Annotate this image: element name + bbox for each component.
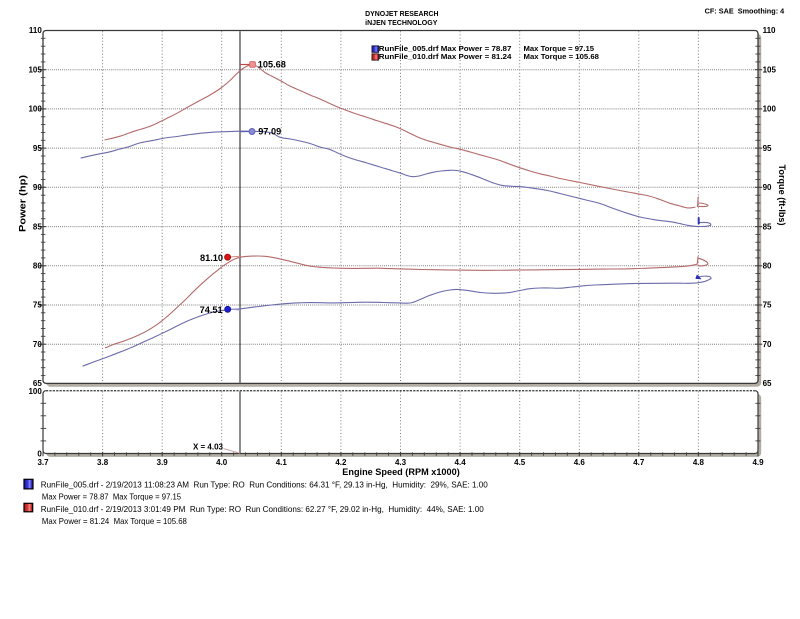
- svg-text:105: 105: [28, 65, 42, 74]
- svg-text:4.8: 4.8: [693, 458, 705, 467]
- svg-text:90: 90: [763, 183, 772, 192]
- svg-text:RunFile_010.drf - 2/19/2013 3:: RunFile_010.drf - 2/19/2013 3:01:49 PM R…: [41, 505, 484, 514]
- svg-text:CF: SAE Smoothing: 4: CF: SAE Smoothing: 4: [705, 7, 785, 16]
- svg-text:RunFile_005.drf Max Power = 78: RunFile_005.drf Max Power = 78.87: [379, 44, 512, 53]
- svg-text:Engine Speed (RPM x1000): Engine Speed (RPM x1000): [342, 467, 460, 477]
- svg-text:65: 65: [33, 379, 42, 388]
- svg-text:70: 70: [33, 340, 42, 349]
- svg-text:4.3: 4.3: [395, 458, 407, 467]
- svg-text:4.4: 4.4: [455, 458, 467, 467]
- svg-text:85: 85: [763, 222, 772, 231]
- svg-text:95: 95: [33, 144, 42, 153]
- svg-text:Max Torque = 105.68: Max Torque = 105.68: [524, 52, 600, 61]
- svg-text:70: 70: [763, 340, 772, 349]
- svg-text:RunFile_005.drf - 2/19/2013 11: RunFile_005.drf - 2/19/2013 11:08:23 AM …: [41, 481, 488, 490]
- svg-text:110: 110: [29, 26, 42, 35]
- svg-text:74.51: 74.51: [200, 305, 223, 315]
- svg-text:105.68: 105.68: [258, 59, 286, 69]
- svg-text:Max Torque = 97.15: Max Torque = 97.15: [524, 44, 595, 53]
- svg-text:80: 80: [763, 262, 772, 271]
- svg-text:4.1: 4.1: [276, 458, 288, 467]
- svg-text:4.5: 4.5: [514, 458, 526, 467]
- svg-text:100: 100: [28, 387, 42, 396]
- svg-text:100: 100: [763, 105, 777, 114]
- svg-text:Torque (ft-lbs): Torque (ft-lbs): [776, 165, 787, 226]
- svg-text:3.7: 3.7: [37, 458, 49, 467]
- svg-text:4.6: 4.6: [574, 458, 586, 467]
- svg-text:105: 105: [763, 65, 777, 74]
- svg-text:97.09: 97.09: [258, 127, 281, 137]
- svg-text:4.0: 4.0: [216, 458, 228, 467]
- svg-text:3.9: 3.9: [157, 458, 169, 467]
- svg-text:81.10: 81.10: [200, 253, 223, 263]
- svg-text:85: 85: [33, 222, 42, 231]
- svg-text:0: 0: [37, 450, 42, 459]
- svg-text:Max Power = 81.24 Max Torque: Max Power = 81.24 Max Torque = 105.68: [42, 517, 187, 526]
- svg-text:Max Power = 78.87 Max Torque: Max Power = 78.87 Max Torque = 97.15: [42, 493, 182, 502]
- svg-text:iNJEN TECHNOLOGY: iNJEN TECHNOLOGY: [365, 18, 437, 27]
- svg-text:100: 100: [28, 105, 42, 114]
- svg-text:X = 4.03: X = 4.03: [193, 443, 224, 452]
- svg-text:90: 90: [33, 183, 42, 192]
- svg-text:3.8: 3.8: [97, 458, 109, 467]
- svg-text:Power (hp): Power (hp): [18, 175, 29, 232]
- svg-text:95: 95: [763, 144, 772, 153]
- svg-text:RunFile_010.drf Max Power = 81: RunFile_010.drf Max Power = 81.24: [379, 52, 513, 61]
- svg-text:80: 80: [33, 262, 42, 271]
- svg-text:75: 75: [33, 301, 42, 310]
- svg-text:75: 75: [763, 301, 772, 310]
- svg-text:110: 110: [763, 26, 776, 35]
- svg-text:4.9: 4.9: [752, 458, 764, 467]
- svg-text:4.7: 4.7: [633, 458, 645, 467]
- svg-text:DYNOJET RESEARCH: DYNOJET RESEARCH: [365, 9, 438, 18]
- svg-text:4.2: 4.2: [335, 458, 347, 467]
- svg-text:65: 65: [763, 379, 772, 388]
